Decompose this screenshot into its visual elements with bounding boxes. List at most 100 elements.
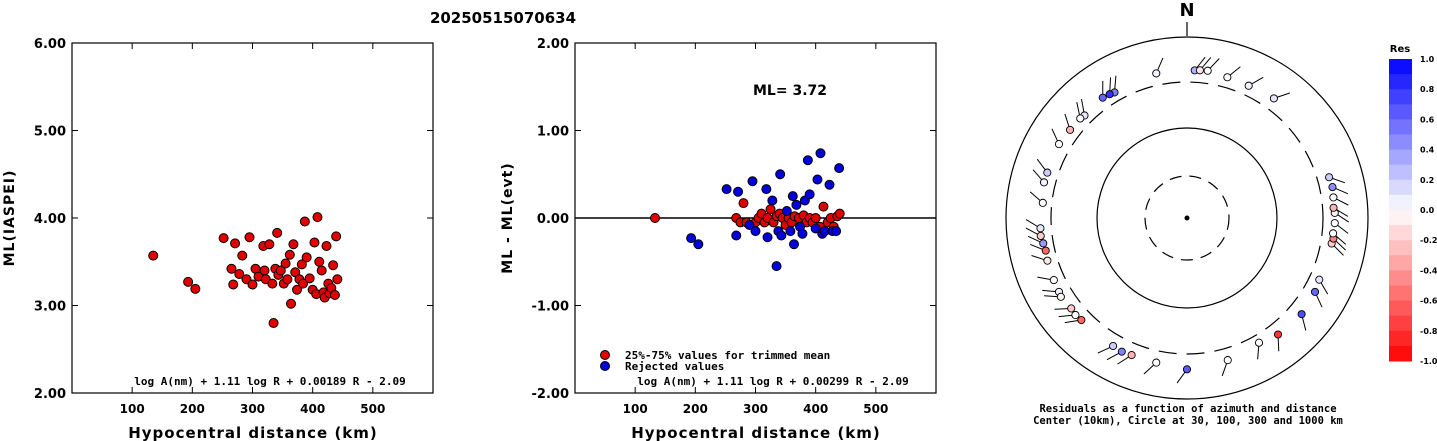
data-point — [744, 220, 755, 230]
data-point — [733, 186, 744, 197]
colorbar-cell — [1389, 179, 1412, 196]
colorbar-cell — [1389, 104, 1412, 120]
polar-point — [1109, 341, 1118, 351]
polar-point — [1254, 338, 1264, 347]
data-point — [781, 206, 792, 216]
data-point — [314, 256, 325, 267]
colorbar-label: 1.0 — [1420, 55, 1435, 64]
data-point — [228, 279, 239, 290]
colorbar-labels: 1.0 0.8 0.6 0.4 0.2 0.0 -0.2 -0.4 -0.6 -0.8 -1.0 — [1420, 55, 1437, 366]
polar-point — [1036, 231, 1045, 241]
polar-point — [1077, 315, 1086, 325]
colorbar-label: 0.8 — [1420, 85, 1435, 94]
colorbar-cell — [1389, 345, 1412, 362]
polar-point — [1105, 90, 1114, 99]
colorbar-cell — [1389, 134, 1412, 151]
colorbar-cell — [1389, 210, 1412, 226]
polar-point — [1036, 224, 1045, 233]
polar-point — [1066, 125, 1075, 134]
data-point — [776, 230, 787, 241]
data-point — [787, 191, 798, 202]
data-point — [321, 241, 332, 251]
legend-used-marker — [600, 350, 610, 360]
legend-used-label: 25%-75% values for trimmed mean — [625, 349, 830, 362]
x-tick-label: 100 — [120, 402, 145, 416]
data-point — [789, 239, 800, 250]
polar-point — [1269, 94, 1278, 103]
colorbar-cell — [1389, 285, 1412, 302]
data-point — [785, 226, 796, 237]
polar-point — [1056, 292, 1065, 301]
polar-point — [1310, 287, 1320, 296]
colorbar-label: 0.0 — [1420, 206, 1435, 215]
data-point — [288, 239, 299, 250]
polar-point — [1329, 229, 1338, 238]
x-tick-label: 200 — [180, 402, 205, 416]
data-point — [299, 216, 310, 227]
panel2-formula: log A(nm) + 1.11 log R + 0.00299 R - 2.0… — [637, 375, 909, 388]
polar-point — [1244, 81, 1253, 90]
ring-30km — [1144, 175, 1230, 261]
data-point — [761, 184, 772, 195]
y-tick-label: 5.00 — [34, 125, 66, 140]
data-point — [750, 226, 761, 237]
data-point — [804, 189, 815, 200]
polar-point — [1273, 330, 1283, 339]
data-point — [818, 201, 829, 212]
x-tick-label: 300 — [743, 402, 768, 416]
figure-title: 20250515070634 — [430, 9, 576, 27]
polar-point — [1041, 246, 1050, 255]
ring-100km — [1096, 127, 1278, 309]
data-point — [275, 265, 286, 276]
colorbar-cell — [1389, 194, 1412, 211]
data-point — [331, 231, 342, 242]
data-point — [148, 250, 159, 261]
y-tick-label: 3.00 — [34, 300, 66, 315]
colorbar-cell — [1389, 300, 1412, 317]
epicenter-marker — [1184, 215, 1190, 221]
data-point — [282, 274, 293, 285]
polar-point — [1328, 183, 1337, 192]
polar-point — [1330, 219, 1339, 228]
data-point — [284, 249, 295, 260]
polar-point — [1223, 356, 1232, 365]
data-point — [686, 233, 697, 244]
data-point — [292, 284, 303, 295]
data-point — [738, 198, 749, 209]
data-point — [237, 250, 248, 261]
panel1-ticks: 100 200 300 400 500 2.00 3.00 4.00 5.00 6.00 — [34, 37, 433, 416]
panel2-ticks: 100 200 300 400 500 -2.00 -1.00 0.00 1.00 2.00 — [532, 37, 936, 416]
colorbar-cell — [1389, 255, 1412, 271]
x-tick-label: 400 — [803, 402, 828, 416]
data-point — [731, 230, 742, 241]
polar-caption-2: Center (10km), Circle at 30, 100, 300 an… — [1033, 415, 1343, 427]
polar-points — [1025, 56, 1350, 384]
y-tick-label: 0.00 — [537, 212, 569, 227]
data-point — [771, 261, 782, 272]
data-point — [802, 155, 813, 166]
x-tick-label: 300 — [240, 402, 265, 416]
colorbar-cell — [1389, 164, 1412, 181]
data-point — [190, 283, 201, 294]
residual-colorbar: Res 1.0 0.8 0.6 0.4 0.2 0.0 -0.2 -0.4 -0.6 -0.8 -1… — [1389, 44, 1437, 366]
ml-annotation: ML= 3.72 — [753, 83, 827, 99]
data-point — [309, 237, 320, 248]
data-point — [834, 163, 845, 174]
panel2-xlabel: Hypocentral distance (km) — [631, 424, 881, 441]
colorbar-cell — [1389, 119, 1412, 135]
ring-1000km — [1005, 36, 1369, 400]
azimuth-residual-panel: N Residuals as a function of azimuth and… — [1005, 0, 1369, 427]
polar-point — [1315, 275, 1324, 284]
colorbar-cells — [1389, 59, 1412, 362]
panel1-frame — [71, 42, 434, 394]
colorbar-label: 0.2 — [1420, 176, 1434, 185]
polar-point — [1039, 178, 1049, 187]
polar-point — [1098, 93, 1107, 102]
data-point — [747, 176, 758, 187]
colorbar-cell — [1389, 270, 1412, 286]
data-point — [791, 199, 802, 210]
data-point — [810, 223, 821, 234]
data-point — [693, 239, 704, 250]
colorbar-cell — [1389, 149, 1412, 166]
polar-point — [1325, 173, 1334, 182]
